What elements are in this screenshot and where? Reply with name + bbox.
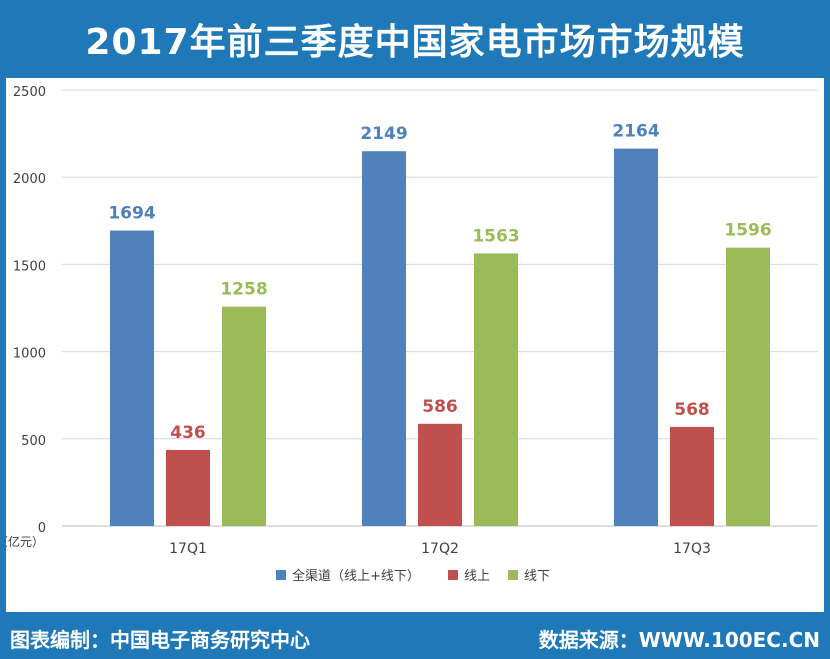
- y-axis-unit-label: （亿元）: [6, 534, 44, 549]
- bar-chart: 0 500 1000 1500 2000 2500 （亿元） 1694 436 1258 17Q1 2…: [0, 85, 818, 584]
- bar: [614, 148, 658, 526]
- bar: [166, 449, 210, 526]
- footer: 图表编制：中国电子商务研究中心 数据来源：WWW.100EC.CN: [0, 612, 830, 659]
- data-label: 1694: [108, 204, 155, 224]
- legend-swatch: [448, 570, 458, 580]
- data-label: 586: [422, 397, 458, 417]
- y-tick-label: 2000: [13, 172, 46, 187]
- bar: [362, 151, 406, 526]
- data-label: 2164: [612, 122, 659, 142]
- data-label: 1563: [472, 226, 519, 246]
- bar: [222, 306, 266, 526]
- y-tick-label: 0: [38, 521, 46, 536]
- legend-label: 全渠道（线上+线下）: [292, 568, 420, 584]
- data-label: 1258: [220, 280, 267, 300]
- footer-data-source: 数据来源：WWW.100EC.CN: [538, 628, 820, 652]
- legend-swatch: [508, 570, 518, 580]
- y-tick-label: 1000: [13, 347, 46, 362]
- legend-label: 线上: [464, 569, 490, 584]
- bar: [670, 426, 714, 526]
- bar: [110, 230, 154, 526]
- plot-area: 0 500 1000 1500 2000 2500 （亿元） 1694 436 1258 17Q1 2…: [0, 78, 824, 612]
- bar: [726, 247, 770, 526]
- footer-source: 图表编制：中国电子商务研究中心: [10, 628, 310, 652]
- data-label: 1596: [724, 221, 771, 241]
- data-label: 436: [170, 423, 206, 443]
- y-tick-label: 1500: [13, 259, 46, 274]
- bar: [474, 253, 518, 527]
- data-label: 2149: [360, 124, 407, 144]
- x-tick-label: 17Q2: [421, 541, 459, 557]
- x-tick-label: 17Q3: [673, 541, 711, 557]
- y-tick-label: 500: [21, 434, 46, 449]
- legend-label: 线下: [524, 569, 550, 584]
- chart-title: 2017年前三季度中国家电市场市场规模: [85, 22, 745, 63]
- x-tick-label: 17Q1: [169, 541, 207, 557]
- legend-swatch: [276, 570, 286, 580]
- y-tick-label: 2500: [13, 85, 46, 100]
- bar: [418, 423, 462, 526]
- data-label: 568: [674, 400, 710, 420]
